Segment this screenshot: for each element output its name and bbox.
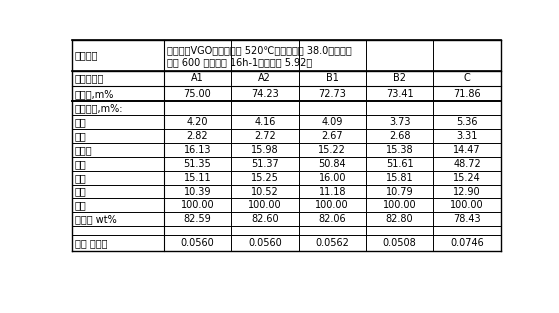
Text: 2.82: 2.82 [187, 131, 208, 141]
Text: 12.90: 12.90 [453, 187, 481, 197]
Text: 100.00: 100.00 [181, 200, 214, 210]
Text: 74.23: 74.23 [251, 89, 279, 99]
Text: 2.72: 2.72 [254, 131, 276, 141]
Text: 15.24: 15.24 [453, 173, 481, 183]
Text: 0.0560: 0.0560 [248, 238, 282, 248]
Text: 15.25: 15.25 [251, 173, 279, 183]
Text: 合计: 合计 [74, 200, 86, 210]
Text: 4.16: 4.16 [254, 117, 276, 127]
Text: 82.59: 82.59 [183, 214, 211, 224]
Text: 48.72: 48.72 [453, 159, 481, 169]
Text: 液化气: 液化气 [74, 145, 92, 155]
Text: 3.73: 3.73 [389, 117, 410, 127]
Text: 51.37: 51.37 [251, 159, 279, 169]
Text: 100.00: 100.00 [450, 200, 484, 210]
Text: 柴油: 柴油 [74, 173, 86, 183]
Text: 3.31: 3.31 [456, 131, 478, 141]
Text: 14.47: 14.47 [453, 145, 481, 155]
Text: 16.00: 16.00 [319, 173, 346, 183]
Text: 重油: 重油 [74, 187, 86, 197]
Text: 11.18: 11.18 [319, 187, 346, 197]
Text: 15.38: 15.38 [386, 145, 414, 155]
Text: 100.00: 100.00 [248, 200, 282, 210]
Text: 10.79: 10.79 [386, 187, 414, 197]
Text: 焦炭 转化率: 焦炭 转化率 [74, 238, 107, 248]
Text: A1: A1 [191, 73, 203, 83]
Text: 0.0508: 0.0508 [383, 238, 416, 248]
Text: 50.84: 50.84 [319, 159, 346, 169]
Text: A2: A2 [258, 73, 271, 83]
Text: 2.67: 2.67 [321, 131, 343, 141]
Text: 100.00: 100.00 [383, 200, 416, 210]
Text: 产品分布,m%:: 产品分布,m%: [74, 103, 123, 113]
Text: 0.0562: 0.0562 [315, 238, 349, 248]
Text: 5.36: 5.36 [456, 117, 478, 127]
Text: 15.11: 15.11 [183, 173, 211, 183]
Text: 71.86: 71.86 [453, 89, 481, 99]
Text: C: C [463, 73, 471, 83]
Text: 焦炭: 焦炭 [74, 117, 86, 127]
Text: 原料油：VGO，反应温度 520℃，进油时间 38.0秒，汽提: 原料油：VGO，反应温度 520℃，进油时间 38.0秒，汽提 [167, 45, 352, 55]
Text: 72.73: 72.73 [318, 89, 346, 99]
Text: B2: B2 [393, 73, 406, 83]
Text: 时间 600 秒，空速 16h-1，剂油比 5.92。: 时间 600 秒，空速 16h-1，剂油比 5.92。 [167, 57, 312, 67]
Text: 催化剂名称: 催化剂名称 [74, 73, 104, 83]
Text: 0.0746: 0.0746 [450, 238, 484, 248]
Text: 10.39: 10.39 [183, 187, 211, 197]
Text: 转化率,m%: 转化率,m% [74, 89, 114, 99]
Text: 15.81: 15.81 [386, 173, 414, 183]
Text: 2.68: 2.68 [389, 131, 410, 141]
Text: 15.98: 15.98 [251, 145, 278, 155]
Text: 73.41: 73.41 [386, 89, 414, 99]
Text: 51.35: 51.35 [183, 159, 211, 169]
Text: 干气: 干气 [74, 131, 86, 141]
Text: 4.09: 4.09 [321, 117, 343, 127]
Text: 82.80: 82.80 [386, 214, 414, 224]
Text: 51.61: 51.61 [386, 159, 414, 169]
Text: 10.52: 10.52 [251, 187, 279, 197]
Text: 汽油: 汽油 [74, 159, 86, 169]
Text: 75.00: 75.00 [183, 89, 211, 99]
Text: 100.00: 100.00 [315, 200, 349, 210]
Text: 15.22: 15.22 [318, 145, 346, 155]
Text: 反应条件: 反应条件 [74, 50, 98, 60]
Text: 总液收 wt%: 总液收 wt% [74, 214, 116, 224]
Text: 0.0560: 0.0560 [181, 238, 214, 248]
Text: 16.13: 16.13 [183, 145, 211, 155]
Text: 78.43: 78.43 [453, 214, 481, 224]
Text: 4.20: 4.20 [187, 117, 208, 127]
Text: 82.06: 82.06 [319, 214, 346, 224]
Text: B1: B1 [326, 73, 339, 83]
Text: 82.60: 82.60 [251, 214, 278, 224]
